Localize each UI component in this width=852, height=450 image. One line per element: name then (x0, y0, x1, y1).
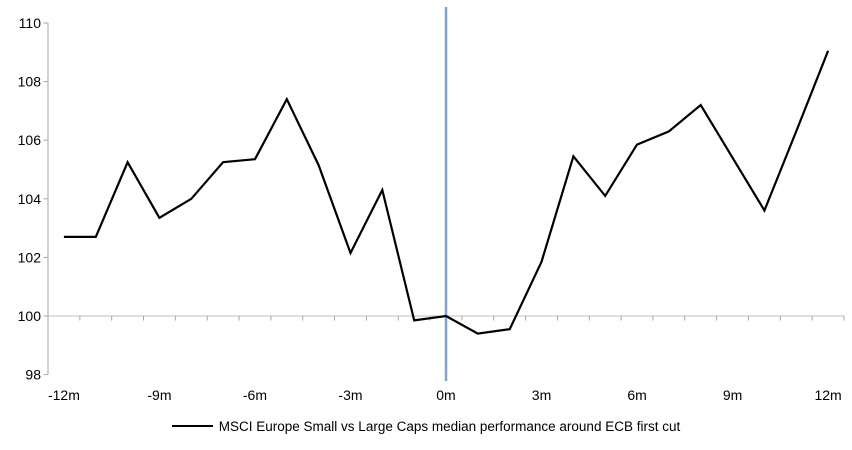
x-tick-label: -9m (147, 387, 171, 403)
y-tick-label: 98 (25, 367, 41, 383)
x-axis-labels: -12m -9m -6m -3m 0m 3m 6m 9m 12m (48, 387, 842, 403)
y-axis: 98 100 102 104 106 108 110 (18, 15, 49, 383)
series-line (63, 50, 830, 335)
x-tick-label: -12m (48, 387, 80, 403)
y-tick-label: 108 (18, 74, 42, 90)
legend-line-marker (171, 425, 213, 427)
x-tick-label: -6m (243, 387, 267, 403)
x-tick-label: 0m (436, 387, 455, 403)
x-tick-label: 6m (627, 387, 646, 403)
legend-label: MSCI Europe Small vs Large Caps median p… (218, 418, 681, 434)
y-tick-label: 100 (18, 308, 42, 324)
y-tick-label: 104 (18, 191, 42, 207)
y-tick-label: 110 (19, 15, 42, 31)
x-tick-label: 3m (532, 387, 551, 403)
x-tick-label: 12m (814, 387, 841, 403)
x-tick-label: 9m (723, 387, 742, 403)
x-tick-label: -3m (338, 387, 362, 403)
y-tick-label: 102 (18, 249, 42, 265)
legend: MSCI Europe Small vs Large Caps median p… (0, 417, 852, 435)
y-tick-label: 106 (18, 132, 42, 148)
